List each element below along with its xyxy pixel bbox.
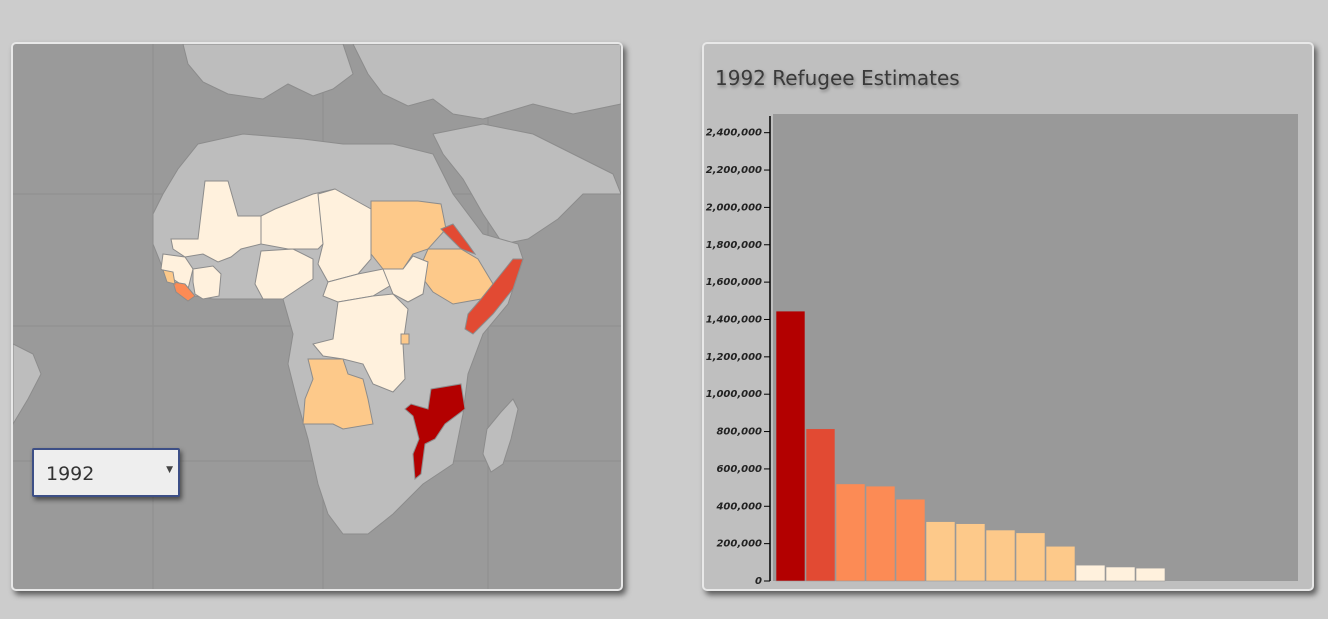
- refugee-bar-chart: 0 200,000 400,000 600,000 800,000 1,000,000 1,…: [706, 114, 1298, 587]
- bar[interactable]: [865, 485, 896, 582]
- year-select-value: 1992: [46, 463, 95, 485]
- y-tick-label: 2,000,000: [706, 202, 762, 213]
- y-tick-label: 600,000: [716, 464, 762, 475]
- y-tick-label: 0: [755, 576, 762, 587]
- country-nigeria[interactable]: [254, 248, 314, 300]
- y-tick-label: 1,600,000: [706, 277, 762, 288]
- country-mali[interactable]: [170, 180, 262, 263]
- chevron-down-icon: ▼: [166, 465, 173, 475]
- bar[interactable]: [925, 521, 956, 582]
- country-mozambique[interactable]: [404, 383, 466, 481]
- south-america-edge: [13, 343, 42, 425]
- bar[interactable]: [835, 483, 866, 582]
- bar[interactable]: [1045, 545, 1076, 582]
- bar[interactable]: [1105, 566, 1136, 582]
- year-select[interactable]: 1992 ▼: [32, 448, 180, 497]
- bar[interactable]: [775, 310, 806, 582]
- bar[interactable]: [895, 498, 926, 582]
- y-tick-label: 800,000: [716, 427, 762, 438]
- europe-east-land: [352, 44, 621, 120]
- country-drc[interactable]: [312, 293, 409, 393]
- country-rwanda[interactable]: [400, 333, 410, 345]
- map-panel: 1992 ▼: [11, 42, 623, 591]
- madagascar-land: [482, 398, 519, 473]
- country-sierra-leone[interactable]: [162, 269, 176, 285]
- bar[interactable]: [985, 529, 1016, 582]
- y-tick-label: 1,200,000: [706, 352, 762, 363]
- country-eritrea[interactable]: [440, 223, 477, 255]
- middle-east-land: [432, 123, 621, 245]
- country-liberia[interactable]: [172, 281, 196, 302]
- country-somalia[interactable]: [464, 258, 524, 335]
- y-tick-label: 400,000: [715, 501, 762, 512]
- europe-land: [182, 44, 354, 100]
- bar[interactable]: [805, 428, 836, 582]
- africa-choropleth-map[interactable]: [13, 44, 621, 589]
- bar[interactable]: [1135, 567, 1166, 582]
- country-car[interactable]: [322, 268, 394, 303]
- y-tick-label: 200,000: [716, 539, 762, 550]
- y-tick-label: 1,000,000: [706, 389, 762, 400]
- country-sudan[interactable]: [370, 200, 447, 270]
- bar[interactable]: [1015, 532, 1046, 582]
- bar[interactable]: [955, 523, 986, 582]
- y-tick-label: 2,200,000: [706, 165, 762, 176]
- country-cote-divoire[interactable]: [192, 265, 222, 300]
- y-tick-label: 2,400,000: [706, 128, 762, 139]
- y-tick-label: 1,800,000: [706, 240, 762, 251]
- y-tick-label: 1,400,000: [706, 314, 762, 325]
- country-angola[interactable]: [302, 358, 374, 430]
- country-south-sudan[interactable]: [382, 255, 429, 303]
- bar[interactable]: [1075, 564, 1106, 582]
- chart-title: 1992 Refugee Estimates: [715, 66, 960, 90]
- chart-panel: 1992 Refugee Estimates 0 200,000 400,000 60…: [702, 42, 1314, 591]
